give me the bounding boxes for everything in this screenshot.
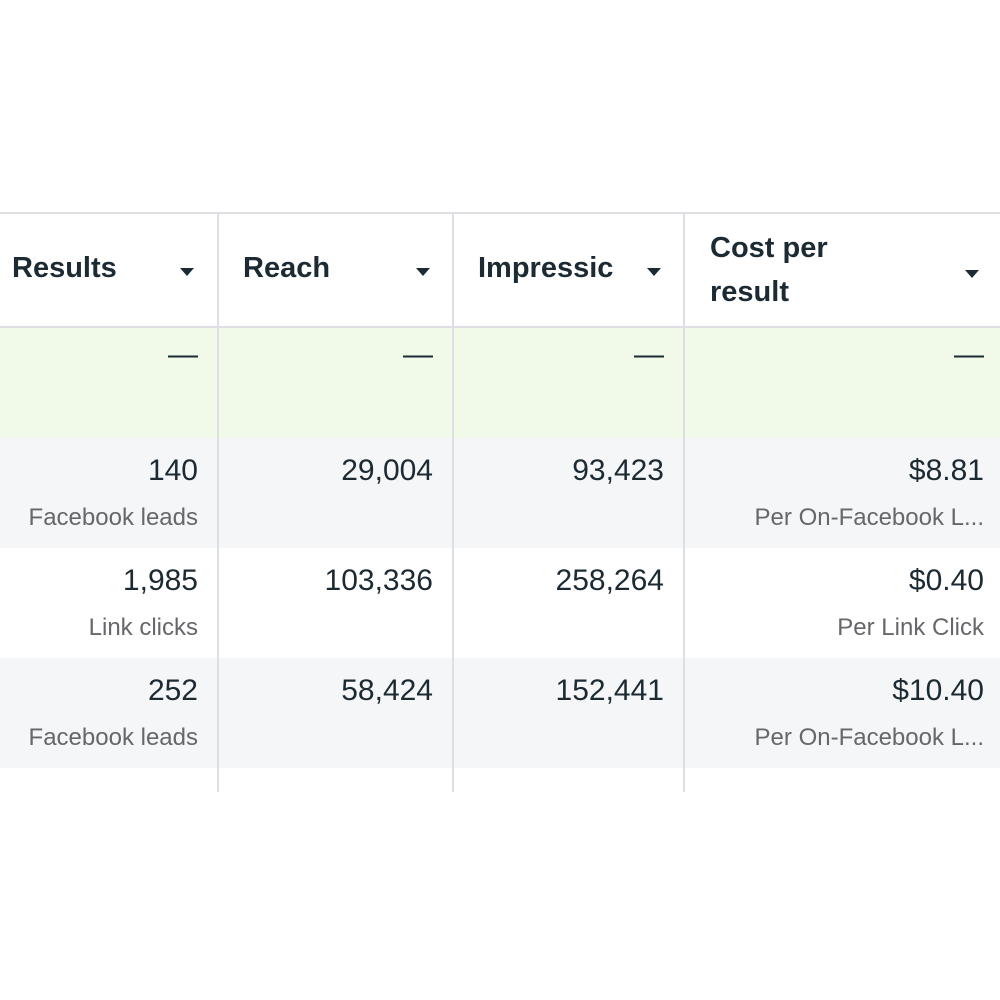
column-header-label: Results [12, 252, 117, 284]
cost-value: $10.40 [892, 674, 984, 707]
cost-type: Per On-Facebook L... [754, 504, 984, 531]
cell-impressions: 258,264 [453, 548, 684, 658]
ads-results-table: Results Reach Impressic Cost per result … [0, 212, 1000, 792]
column-divider [217, 212, 219, 792]
summary-cell-cost: — [684, 328, 1000, 438]
cell-cost-per-result: $0.40 Per Link Click [684, 548, 1000, 658]
cell-results: 140 Facebook leads [0, 438, 218, 548]
column-header-label-line2: result [710, 276, 789, 308]
summary-row: — — — — [0, 328, 1000, 438]
reach-value: 58,424 [341, 674, 433, 707]
column-header-label: Reach [243, 252, 331, 284]
table-row[interactable]: 1,985 Link clicks 103,336 258,264 $0.40 … [0, 548, 1000, 658]
column-header-reach[interactable]: Reach [218, 214, 453, 326]
caret-down-icon[interactable] [416, 268, 430, 276]
summary-cell-reach: — [218, 328, 453, 438]
column-divider [452, 212, 454, 792]
results-type: Link clicks [88, 614, 198, 641]
results-value: 140 [147, 454, 198, 487]
table-row[interactable]: 140 Facebook leads 29,004 93,423 $8.81 P… [0, 438, 1000, 548]
impressions-value: 258,264 [555, 564, 664, 597]
reach-value: 103,336 [324, 564, 433, 597]
impressions-value: 93,423 [572, 454, 664, 487]
cost-type: Per On-Facebook L... [754, 724, 984, 751]
cell-results: 1,985 Link clicks [0, 548, 218, 658]
summary-cell-results: — [0, 328, 218, 438]
column-header-label-line1: Cost per [710, 232, 828, 264]
column-header-impressions[interactable]: Impressic [453, 214, 684, 326]
column-divider [683, 212, 685, 792]
caret-down-icon[interactable] [965, 270, 979, 278]
table-header: Results Reach Impressic Cost per result [0, 214, 1000, 328]
column-header-cost-per-result[interactable]: Cost per result [684, 214, 1000, 326]
results-type: Facebook leads [28, 504, 198, 531]
table-row[interactable]: 252 Facebook leads 58,424 152,441 $10.40… [0, 658, 1000, 768]
cost-type: Per Link Click [837, 614, 984, 641]
cost-value: $8.81 [908, 454, 984, 487]
results-value: 1,985 [122, 564, 198, 597]
empty-value: — [168, 338, 198, 371]
column-header-label: Impressic [478, 252, 614, 284]
reach-value: 29,004 [341, 454, 433, 487]
caret-down-icon[interactable] [647, 268, 661, 276]
cell-reach: 58,424 [218, 658, 453, 768]
cell-results: 252 Facebook leads [0, 658, 218, 768]
cost-value: $0.40 [908, 564, 984, 597]
summary-cell-impressions: — [453, 328, 684, 438]
cell-reach: 29,004 [218, 438, 453, 548]
empty-value: — [403, 338, 433, 371]
cell-impressions: 93,423 [453, 438, 684, 548]
caret-down-icon[interactable] [180, 268, 194, 276]
empty-value: — [634, 338, 664, 371]
table-top-border [0, 212, 1000, 214]
empty-value: — [954, 338, 984, 371]
results-type: Facebook leads [28, 724, 198, 751]
results-value: 252 [147, 674, 198, 707]
table-row-partial [0, 768, 1000, 792]
impressions-value: 152,441 [555, 674, 664, 707]
cell-cost-per-result: $10.40 Per On-Facebook L... [684, 658, 1000, 768]
column-header-results[interactable]: Results [0, 214, 218, 326]
cell-impressions: 152,441 [453, 658, 684, 768]
cell-cost-per-result: $8.81 Per On-Facebook L... [684, 438, 1000, 548]
cell-reach: 103,336 [218, 548, 453, 658]
